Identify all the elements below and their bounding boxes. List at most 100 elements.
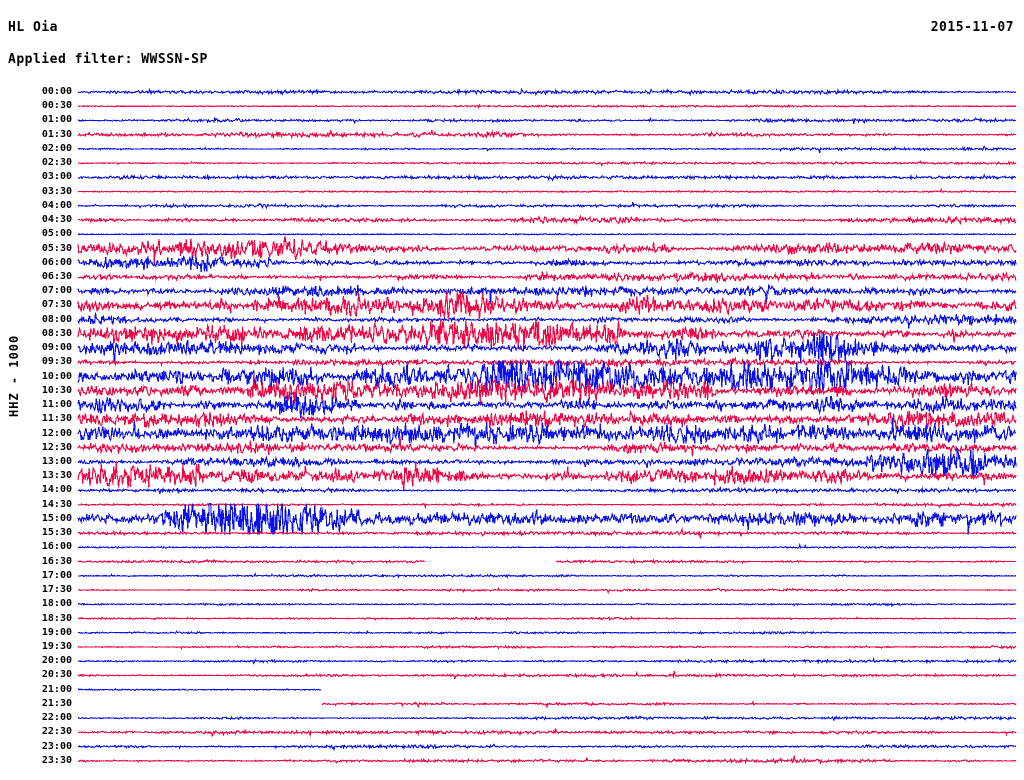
seismic-trace: [77, 670, 1017, 680]
time-label: 23:30: [41, 754, 72, 766]
seismic-trace: [77, 269, 1017, 283]
time-label: 12:00: [41, 427, 72, 439]
seismic-trace: [77, 201, 1017, 210]
seismic-trace: [77, 284, 1017, 304]
time-label: 00:30: [41, 100, 72, 112]
seismic-trace: [77, 602, 1017, 608]
seismic-trace: [77, 356, 1017, 368]
time-label: 02:00: [41, 142, 72, 154]
seismic-trace: [77, 332, 1017, 364]
time-label: 11:30: [41, 413, 72, 425]
time-label: 13:00: [41, 455, 72, 467]
time-label: 22:00: [41, 712, 72, 724]
seismic-trace: [77, 160, 1017, 167]
seismic-trace: [78, 715, 1017, 722]
seismic-trace: [77, 460, 1017, 492]
time-label: 23:00: [41, 740, 72, 752]
seismic-trace: [77, 214, 1017, 226]
seismic-trace: [77, 319, 1017, 350]
seismic-trace: [77, 657, 1017, 666]
seismic-trace: [77, 629, 1017, 635]
time-label: 16:30: [41, 555, 72, 567]
seismogram-plot: [0, 80, 1024, 780]
time-label: 04:00: [41, 199, 72, 211]
time-label: 08:00: [41, 313, 72, 325]
seismic-trace: [77, 236, 1017, 263]
time-label: 21:30: [41, 697, 72, 709]
seismic-trace: [77, 375, 1017, 407]
seismic-trace: [77, 292, 1017, 320]
seismic-trace: [77, 418, 1017, 450]
time-label: 15:00: [41, 512, 72, 524]
seismic-trace: [77, 688, 322, 692]
time-label: 14:30: [41, 498, 72, 510]
seismic-trace: [77, 485, 1017, 495]
seismic-trace: [77, 755, 1017, 765]
time-label: 22:30: [41, 726, 72, 738]
seismic-trace: [77, 393, 1017, 419]
time-axis-labels: 00:00 00:30 01:00 01:30 02:00 02:30 03:00 03:30…: [8, 80, 72, 780]
seismic-trace: [77, 232, 1017, 236]
time-label: 05:30: [41, 242, 72, 254]
page-title: HL Oia: [8, 20, 58, 35]
seismic-trace: [77, 743, 1017, 752]
time-label: 04:30: [41, 214, 72, 226]
seismic-trace: [77, 502, 1017, 535]
seismic-trace: [77, 187, 1017, 194]
seismic-trace: [77, 615, 1017, 622]
time-label: 17:00: [41, 569, 72, 581]
time-label: 21:00: [41, 683, 72, 695]
seismic-trace: [77, 435, 1017, 457]
time-label: 19:00: [41, 626, 72, 638]
time-label: 17:30: [41, 584, 72, 596]
time-label: 19:30: [41, 640, 72, 652]
time-label: 02:30: [41, 157, 72, 169]
time-label: 09:30: [41, 356, 72, 368]
time-label: 18:00: [41, 598, 72, 610]
time-label: 16:00: [41, 541, 72, 553]
seismic-trace: [77, 586, 1017, 595]
time-label: 10:30: [41, 384, 72, 396]
time-label: 14:00: [41, 484, 72, 496]
time-label: 10:00: [41, 370, 72, 382]
seismic-trace: [77, 145, 1017, 154]
applied-filter-label: Applied filter: WWSSN-SP: [8, 52, 208, 67]
seismic-trace: [77, 572, 1017, 579]
time-label: 00:00: [41, 86, 72, 97]
time-label: 01:00: [41, 114, 72, 126]
seismic-trace: [77, 254, 1017, 273]
time-label: 07:30: [41, 299, 72, 311]
seismic-trace: [77, 727, 1017, 738]
time-label: 01:30: [41, 128, 72, 140]
time-label: 06:00: [41, 256, 72, 268]
seismic-trace: [77, 526, 1017, 539]
trace-canvas: [77, 87, 1017, 765]
seismic-trace: [77, 558, 426, 566]
seismic-trace: [77, 87, 1017, 97]
seismic-trace: [77, 644, 1017, 650]
time-label: 09:00: [41, 342, 72, 354]
time-label: 06:30: [41, 270, 72, 282]
time-label: 03:00: [41, 171, 72, 183]
seismic-trace: [556, 558, 1017, 565]
time-label: 11:00: [41, 399, 72, 411]
seismic-trace: [77, 173, 1017, 182]
time-label: 03:30: [41, 185, 72, 197]
seismic-trace: [77, 542, 1017, 550]
time-label: 20:00: [41, 655, 72, 667]
time-label: 08:30: [41, 327, 72, 339]
time-label: 07:00: [41, 285, 72, 297]
record-date: 2015-11-07: [930, 20, 1014, 35]
time-label: 18:30: [41, 612, 72, 624]
time-label: 12:30: [41, 441, 72, 453]
seismic-trace: [77, 103, 1017, 110]
seismic-trace: [321, 700, 1017, 709]
seismic-trace: [77, 360, 1017, 394]
seismic-trace: [77, 116, 1017, 125]
time-label: 13:30: [41, 470, 72, 482]
seismic-trace: [77, 312, 1017, 329]
time-label: 05:00: [41, 228, 72, 240]
seismic-trace: [77, 129, 1017, 140]
seismic-trace: [77, 446, 1017, 478]
